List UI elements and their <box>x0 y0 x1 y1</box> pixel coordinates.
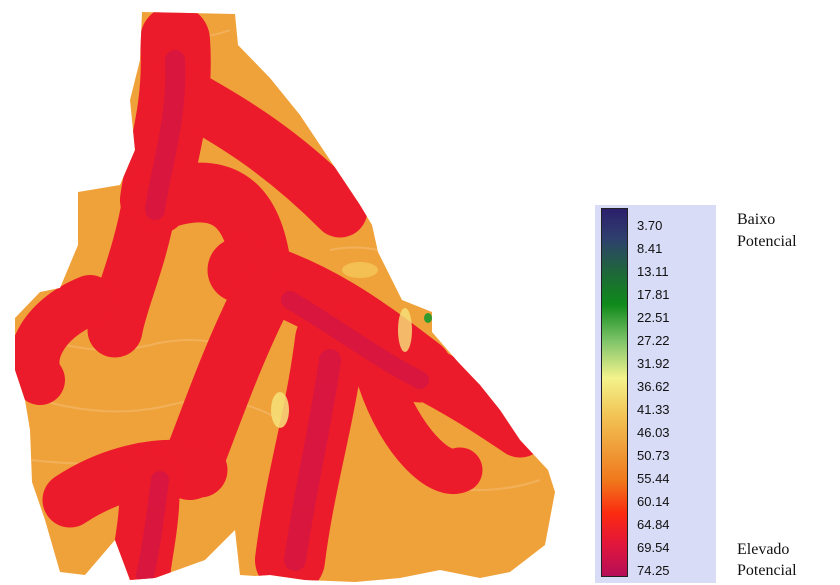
legend-tick: 3.70 <box>637 218 663 233</box>
legend-tick: 60.14 <box>637 494 670 509</box>
legend-tick: 36.62 <box>637 379 670 394</box>
high-potential-label-2: Potencial <box>737 562 797 579</box>
legend-tick: 17.81 <box>637 287 670 302</box>
legend-tick: 64.84 <box>637 517 670 532</box>
legend-tick: 31.92 <box>637 356 670 371</box>
potential-map <box>15 12 555 582</box>
legend-tick: 41.33 <box>637 402 670 417</box>
legend-tick: 8.41 <box>637 241 663 256</box>
legend-tick: 69.54 <box>637 540 670 555</box>
low-potential-label-2: Potencial <box>737 233 797 250</box>
low-potential-spots <box>271 262 432 428</box>
legend-tick: 50.73 <box>637 448 670 463</box>
low-potential-label: Baixo <box>737 211 776 228</box>
high-potential-label: Elevado <box>737 541 790 558</box>
legend-color-ramp <box>601 208 628 577</box>
legend-tick: 55.44 <box>637 471 670 486</box>
legend-tick: 46.03 <box>637 425 670 440</box>
legend-tick: 74.25 <box>637 563 670 578</box>
highest-potential-cores <box>136 50 429 582</box>
legend-tick: 13.11 <box>637 264 669 279</box>
legend-tick: 27.22 <box>637 333 670 348</box>
legend-tick: 22.51 <box>637 310 670 325</box>
